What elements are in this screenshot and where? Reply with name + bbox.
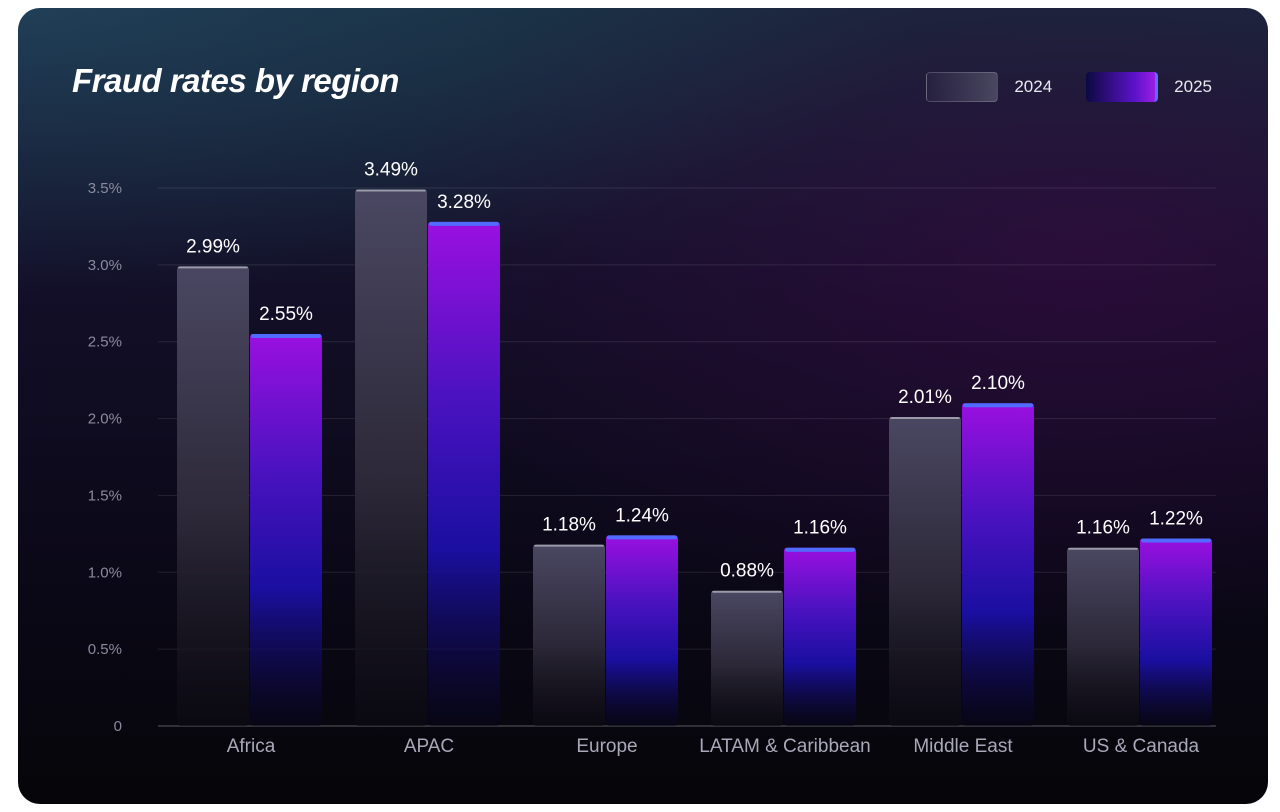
y-axis-ticks: 0 0.5% 1.0% 1.5% 2.0% 2.5% 3.0% 3.5%	[88, 180, 122, 735]
bar-top-highlight	[1068, 547, 1138, 550]
legend-item-2025: 2025	[1086, 72, 1212, 102]
y-tick-label: 0.5%	[88, 641, 122, 658]
bar-top-highlight	[712, 590, 782, 593]
value-label-2024: 1.16%	[1076, 518, 1130, 539]
y-tick-label: 2.5%	[88, 334, 122, 351]
bar-2024-africa	[177, 266, 249, 726]
x-tick-label: US & Canada	[1083, 736, 1200, 757]
bar-top-highlight	[356, 189, 426, 192]
bar-top-highlight	[429, 221, 499, 226]
bar-top-highlight	[251, 334, 321, 339]
value-label-2024: 1.18%	[542, 515, 596, 536]
y-tick-label: 3.0%	[88, 257, 122, 274]
bar-2024-apac	[355, 189, 427, 727]
y-tick-label: 1.5%	[88, 487, 122, 504]
value-label-2024: 0.88%	[720, 561, 774, 582]
grid-lines	[158, 187, 1216, 727]
chart-legend: 2024 2025	[892, 72, 1212, 102]
x-axis-labels: Africa APAC Europe LATAM & Caribbean Middle …	[227, 736, 1200, 757]
bar-2025-us-canada	[1140, 538, 1212, 726]
x-tick-label: Africa	[227, 736, 276, 757]
legend-swatch-2024	[926, 72, 999, 102]
value-label-2024: 2.01%	[898, 387, 952, 408]
bar-2025-apac	[428, 221, 500, 726]
bar-2024-europe	[533, 544, 605, 726]
bar-2025-africa	[250, 334, 322, 726]
value-label-2025: 2.55%	[259, 304, 313, 325]
bar-top-highlight	[963, 403, 1033, 408]
bar-2024-latam-caribbean	[711, 590, 783, 726]
legend-label-2024: 2024	[1014, 77, 1053, 96]
value-label-2024: 2.99%	[186, 236, 240, 257]
legend-label-2025: 2025	[1174, 77, 1212, 96]
bars	[177, 189, 1212, 727]
bar-2025-latam-caribbean	[784, 547, 856, 726]
value-labels: 2.99% 2.55% 3.49% 3.28% 1.18% 1.24% 0.88% 1.16%…	[186, 160, 1203, 582]
bar-top-highlight	[785, 547, 855, 552]
value-label-2025: 1.22%	[1149, 508, 1203, 529]
bar-top-highlight	[890, 417, 960, 420]
bar-top-highlight	[607, 535, 677, 540]
value-label-2025: 1.24%	[615, 505, 669, 526]
value-label-2024: 3.49%	[364, 160, 418, 181]
x-tick-label: Europe	[576, 736, 637, 757]
value-label-2025: 3.28%	[437, 192, 491, 213]
bar-2024-middle-east	[889, 417, 961, 726]
bar-2024-us-canada	[1067, 547, 1139, 726]
y-tick-label: 1.0%	[88, 564, 122, 581]
x-tick-label: LATAM & Caribbean	[699, 736, 870, 757]
value-label-2025: 1.16%	[793, 518, 847, 539]
bar-top-highlight	[1141, 538, 1211, 543]
bar-top-highlight	[178, 266, 248, 269]
bar-top-highlight	[534, 544, 604, 547]
legend-swatch-2025	[1086, 72, 1159, 102]
bar-2025-middle-east	[962, 403, 1034, 726]
x-tick-label: APAC	[404, 736, 454, 757]
value-label-2025: 2.10%	[971, 373, 1025, 394]
y-tick-label: 3.5%	[88, 180, 122, 197]
chart-title: Fraud rates by region	[72, 62, 399, 99]
x-tick-label: Middle East	[913, 736, 1013, 757]
y-tick-label: 2.0%	[88, 411, 122, 428]
y-tick-label: 0	[114, 718, 122, 735]
legend-item-2024: 2024	[926, 72, 1052, 102]
bar-2025-europe	[606, 535, 678, 726]
